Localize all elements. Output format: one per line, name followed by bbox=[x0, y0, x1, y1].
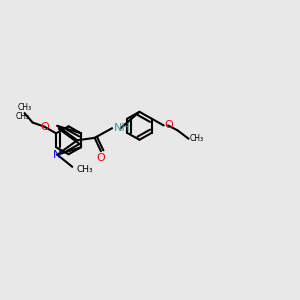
Text: NH: NH bbox=[113, 123, 130, 133]
Text: O: O bbox=[97, 152, 105, 163]
Text: N: N bbox=[53, 150, 61, 160]
Text: CH₃: CH₃ bbox=[17, 103, 32, 112]
Text: O: O bbox=[40, 122, 49, 132]
Text: CH₃: CH₃ bbox=[76, 165, 93, 174]
Text: O: O bbox=[164, 120, 173, 130]
Text: CH₃: CH₃ bbox=[190, 134, 204, 143]
Text: CH₂: CH₂ bbox=[16, 112, 30, 121]
